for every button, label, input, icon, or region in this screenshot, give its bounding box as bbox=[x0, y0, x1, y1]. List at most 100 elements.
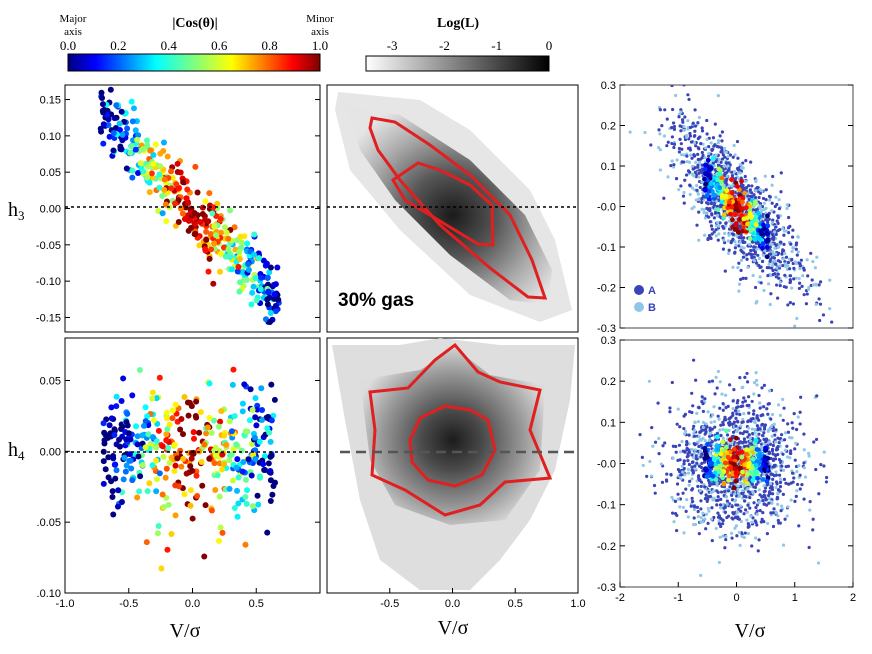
scatter-point-a bbox=[708, 235, 712, 239]
scatter-point-a bbox=[678, 124, 682, 128]
scatter-point-a bbox=[721, 226, 726, 230]
scatter-point-a bbox=[715, 498, 719, 503]
scatter-point-a bbox=[809, 251, 813, 255]
scatter-point-b bbox=[686, 467, 690, 471]
scatter-point-core bbox=[704, 192, 710, 198]
ytick-label: 0.2 bbox=[601, 121, 616, 133]
scatter-point-a bbox=[731, 399, 735, 403]
scatter-point bbox=[267, 264, 274, 271]
scatter-point bbox=[229, 381, 236, 388]
scatter-point-a bbox=[794, 427, 799, 432]
scatter-point-core bbox=[702, 176, 707, 182]
scatter-point-b bbox=[692, 451, 696, 455]
scatter-point-b bbox=[697, 161, 702, 165]
scatter-point-b bbox=[762, 288, 766, 293]
scatter-point bbox=[166, 421, 173, 428]
scatter-point-a bbox=[808, 500, 812, 504]
scatter-point-b bbox=[752, 392, 756, 396]
colorbar-logL-tick: -2 bbox=[439, 38, 450, 53]
scatter-point-a bbox=[747, 490, 751, 494]
scatter-point-b bbox=[770, 183, 774, 187]
scatter-point-a bbox=[674, 444, 678, 449]
scatter-point-b bbox=[704, 512, 709, 516]
xtick-label: 1.0 bbox=[570, 598, 585, 610]
scatter-point-a bbox=[788, 279, 793, 283]
scatter-point-b bbox=[658, 132, 662, 136]
scatter-point-a bbox=[798, 473, 802, 477]
scatter-point-b bbox=[733, 153, 737, 157]
scatter-point bbox=[120, 375, 127, 382]
scatter-point-a bbox=[709, 224, 714, 228]
scatter-point-b bbox=[736, 484, 740, 488]
scatter-point-a bbox=[762, 431, 766, 435]
scatter-point-a bbox=[748, 495, 752, 500]
scatter-point-a bbox=[798, 422, 802, 426]
scatter-point bbox=[163, 465, 170, 472]
scatter-point-a bbox=[710, 227, 714, 231]
scatter-point bbox=[156, 374, 163, 381]
scatter-point-a bbox=[754, 261, 759, 265]
legend: A B bbox=[634, 285, 656, 314]
scatter-point-a bbox=[690, 156, 694, 160]
scatter-point-a bbox=[742, 444, 747, 448]
scatter-point-b bbox=[662, 134, 667, 138]
scatter-point-a bbox=[725, 433, 730, 437]
scatter-point bbox=[227, 254, 234, 261]
scatter-point-a bbox=[675, 422, 679, 426]
scatter-point-b bbox=[814, 302, 818, 307]
scatter-point-b bbox=[736, 265, 740, 270]
scatter-point bbox=[117, 146, 124, 153]
scatter-point-b bbox=[708, 451, 712, 455]
scatter-point-core bbox=[764, 254, 770, 260]
scatter-point bbox=[105, 122, 112, 129]
scatter-point-b bbox=[641, 463, 645, 468]
scatter-point-a bbox=[701, 402, 705, 406]
scatter-point-a bbox=[735, 419, 740, 423]
scatter-point-b bbox=[735, 510, 739, 514]
scatter-point-b bbox=[755, 434, 759, 438]
ylabel-top: h3 bbox=[8, 199, 25, 223]
scatter-point-b bbox=[680, 439, 684, 444]
scatter-point bbox=[248, 301, 255, 308]
scatter-point-b bbox=[628, 130, 632, 134]
scatter-point-b bbox=[692, 507, 697, 512]
scatter-point-a bbox=[672, 163, 676, 167]
scatter-point-a bbox=[694, 144, 698, 148]
scatter-point-b bbox=[700, 207, 704, 211]
scatter-point-a bbox=[751, 431, 755, 436]
scatter-point-a bbox=[757, 263, 761, 268]
scatter-point-b bbox=[753, 428, 757, 432]
scatter-point-b bbox=[760, 208, 764, 212]
scatter-point bbox=[159, 491, 166, 498]
scatter-point bbox=[114, 503, 121, 510]
scatter-point-a bbox=[714, 210, 718, 214]
scatter-point-b bbox=[763, 174, 767, 178]
scatter-point-core bbox=[763, 445, 768, 451]
scatter-point-core bbox=[765, 475, 771, 481]
scatter-point-a bbox=[754, 505, 758, 510]
ytick-label: 0.00 bbox=[40, 204, 61, 216]
scatter-point bbox=[209, 210, 216, 217]
scatter-point-core bbox=[739, 178, 744, 184]
scatter-point bbox=[190, 429, 197, 436]
scatter-point-a bbox=[697, 444, 701, 449]
scatter-point bbox=[160, 139, 167, 146]
scatter-point bbox=[144, 174, 151, 181]
scatter-point-b bbox=[802, 466, 806, 470]
scatter-point-b bbox=[828, 278, 832, 282]
scatter-point-a bbox=[699, 157, 703, 161]
scatter-point-b bbox=[715, 199, 719, 203]
scatter-point-b bbox=[709, 420, 713, 424]
scatter-point bbox=[191, 220, 198, 227]
scatter-point bbox=[155, 427, 162, 434]
scatter-point-a bbox=[733, 409, 738, 413]
scatter-point-b bbox=[685, 498, 689, 502]
scatter-point-b bbox=[697, 175, 701, 179]
scatter-point-a bbox=[731, 237, 735, 241]
scatter-point bbox=[137, 473, 144, 480]
scatter-point-a bbox=[784, 285, 788, 289]
scatter-point bbox=[118, 498, 125, 505]
scatter-point-a bbox=[707, 215, 711, 219]
scatter-point bbox=[100, 121, 107, 128]
scatter-point-a bbox=[794, 494, 798, 498]
